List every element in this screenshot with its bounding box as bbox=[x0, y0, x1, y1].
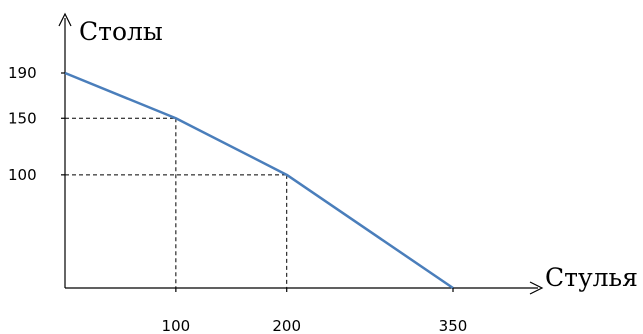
x-tick-label-0: 100 bbox=[162, 317, 191, 334]
x-tick-label-1: 200 bbox=[272, 317, 301, 334]
x-axis-arrow-icon bbox=[529, 281, 544, 295]
y-tick-label-1: 150 bbox=[8, 109, 37, 127]
y-tick-label-2: 100 bbox=[8, 166, 37, 184]
axes-layer bbox=[58, 12, 544, 295]
series-layer bbox=[64, 71, 454, 290]
y-axis-title: Столы bbox=[79, 17, 163, 46]
series-line-0 bbox=[64, 71, 454, 290]
ticks-layer: 190 150 100 100 200 350 bbox=[8, 64, 467, 334]
y-tick-label-0: 190 bbox=[8, 64, 37, 82]
x-axis-title: Стулья bbox=[545, 263, 638, 292]
x-tick-label-2: 350 bbox=[439, 317, 468, 334]
y-axis-arrow-icon bbox=[58, 12, 72, 27]
guides-layer bbox=[65, 117, 288, 288]
